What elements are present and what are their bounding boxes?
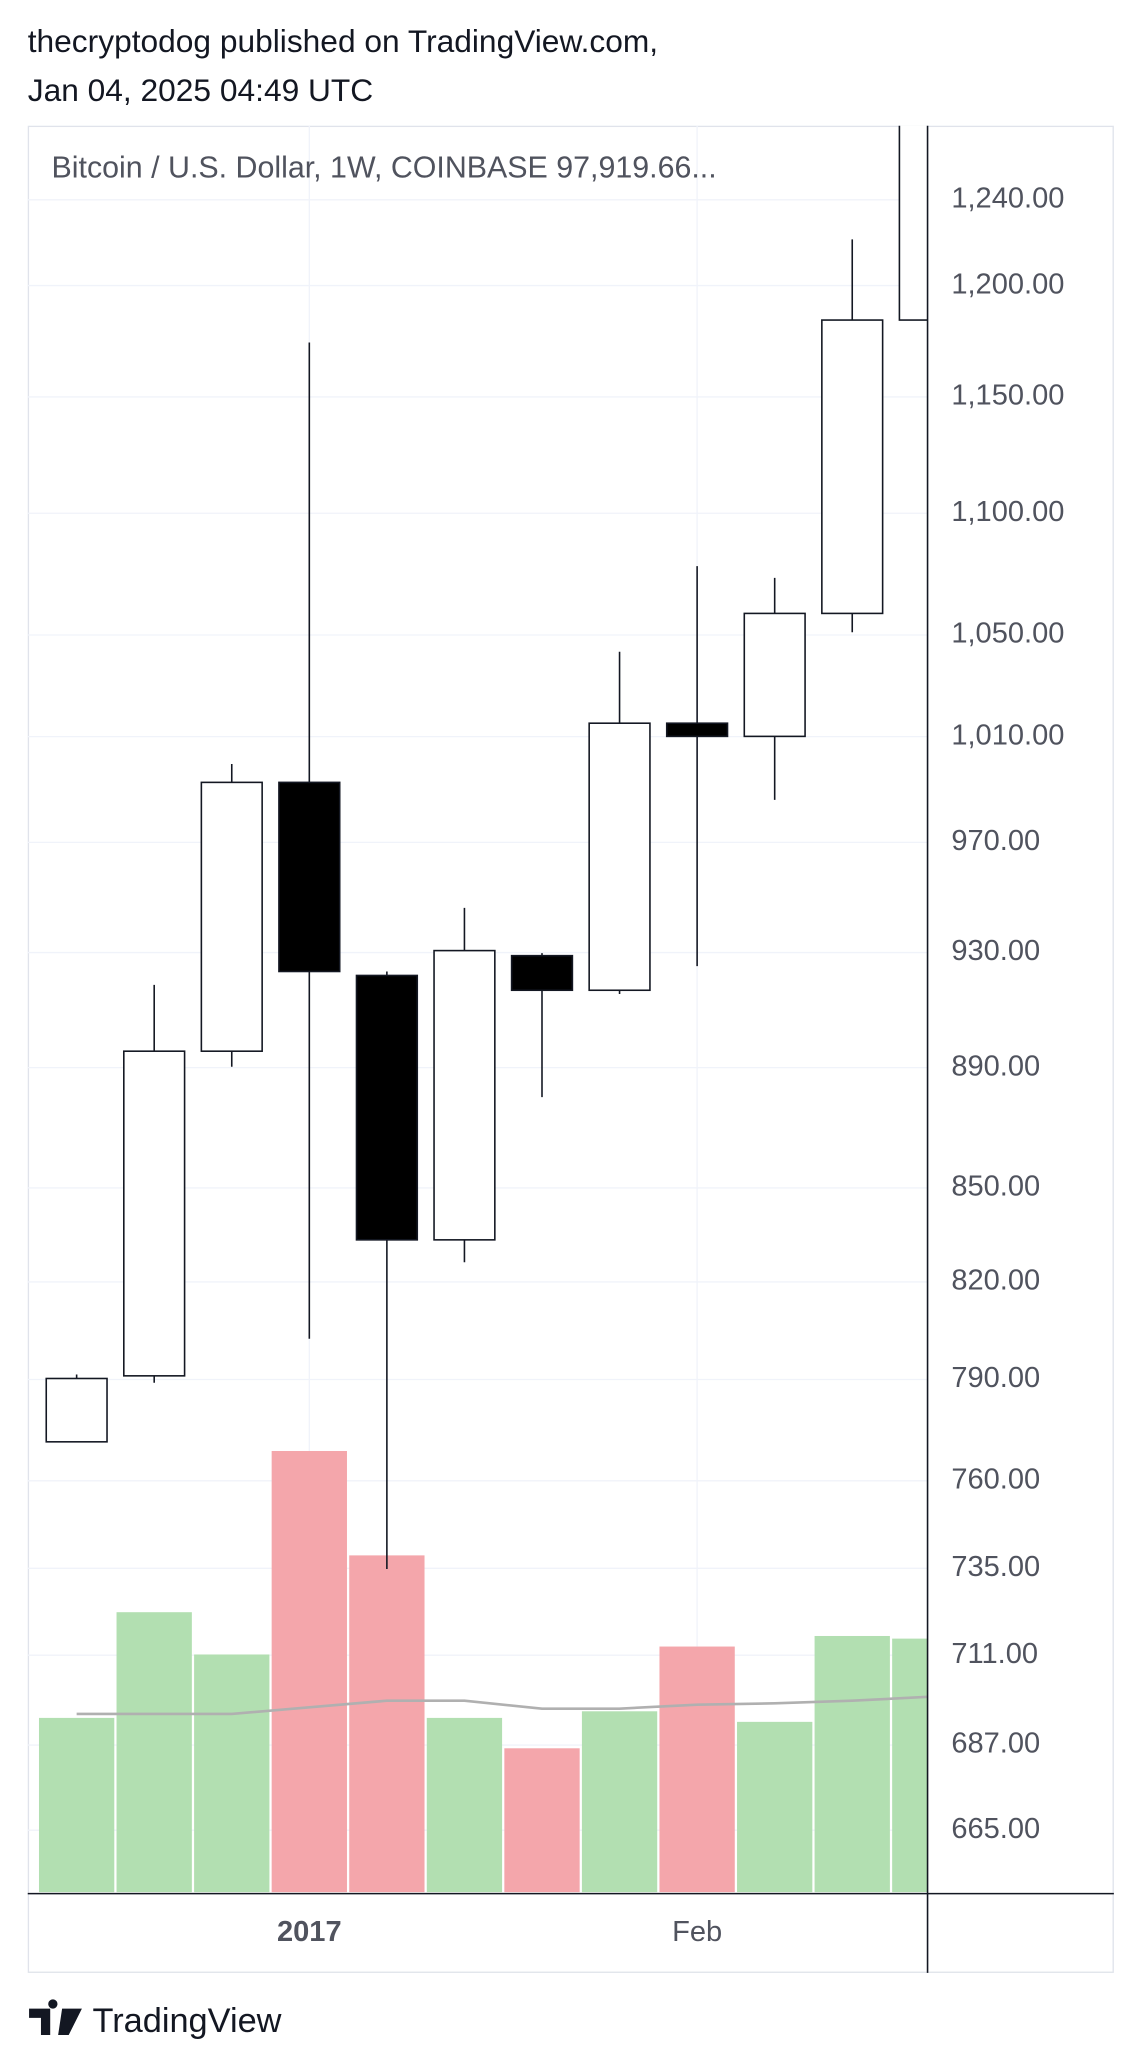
volume-bar bbox=[737, 1721, 813, 1893]
candle-body bbox=[821, 319, 884, 615]
candle-body bbox=[123, 1050, 186, 1377]
volume-bar bbox=[814, 1635, 890, 1893]
volume-bar bbox=[892, 1638, 928, 1893]
brand-name: TradingView bbox=[92, 2002, 281, 2040]
volume-bar bbox=[504, 1748, 580, 1893]
volume-bar bbox=[116, 1612, 192, 1893]
y-tick-label: 711.00 bbox=[951, 1638, 1038, 1670]
chart-title: Bitcoin / U.S. Dollar, 1W, COINBASE 97,9… bbox=[52, 150, 717, 184]
candle-body bbox=[433, 949, 496, 1241]
publish-date: Jan 04, 2025 04:49 UTC bbox=[28, 72, 373, 108]
candle-body bbox=[743, 612, 806, 738]
publisher: thecryptodog published on TradingView.co… bbox=[28, 23, 658, 59]
volume-bar bbox=[659, 1646, 735, 1893]
y-tick-label: 790.00 bbox=[951, 1362, 1040, 1394]
logo-icon bbox=[29, 1999, 82, 2036]
brand-logo: TradingView bbox=[29, 1999, 282, 2040]
x-tick-label: 2017 bbox=[277, 1916, 342, 1948]
volume-bar bbox=[349, 1555, 425, 1893]
y-tick-label: 930.00 bbox=[951, 935, 1040, 967]
y-tick-label: 735.00 bbox=[951, 1551, 1040, 1583]
plot-area bbox=[38, 125, 928, 1893]
y-tick-label: 850.00 bbox=[951, 1171, 1040, 1203]
y-tick-label: 820.00 bbox=[951, 1265, 1040, 1297]
candle-body bbox=[278, 781, 341, 973]
y-tick-label: 890.00 bbox=[951, 1050, 1040, 1082]
volume-bar bbox=[426, 1717, 503, 1893]
y-tick-label: 1,050.00 bbox=[951, 618, 1064, 650]
x-tick-label: Feb bbox=[672, 1916, 722, 1948]
y-tick-label: 687.00 bbox=[951, 1728, 1040, 1760]
y-tick-label: 665.00 bbox=[951, 1813, 1040, 1845]
volume-bar bbox=[581, 1711, 658, 1893]
axes: 665.00 687.00 711.00 735.00 760.00 790.00 820.… bbox=[277, 182, 1064, 1947]
candle-body bbox=[665, 722, 729, 738]
candle-body bbox=[588, 722, 651, 992]
candle-body bbox=[355, 974, 419, 1241]
candle-body bbox=[200, 781, 263, 1052]
candle-body bbox=[510, 954, 574, 992]
y-tick-label: 1,100.00 bbox=[951, 496, 1064, 528]
volume-bar bbox=[38, 1717, 115, 1893]
volume-bar bbox=[194, 1654, 270, 1893]
candle-body bbox=[45, 1377, 108, 1443]
y-tick-label: 1,240.00 bbox=[951, 182, 1064, 214]
y-tick-label: 970.00 bbox=[951, 825, 1040, 857]
y-tick-label: 1,150.00 bbox=[951, 380, 1064, 412]
volume-ma-line bbox=[76, 1695, 928, 1716]
candle-body bbox=[898, 125, 928, 321]
volume-bar bbox=[271, 1450, 347, 1893]
y-tick-label: 760.00 bbox=[951, 1463, 1040, 1495]
y-tick-label: 1,010.00 bbox=[951, 719, 1064, 751]
y-tick-label: 1,200.00 bbox=[951, 268, 1064, 300]
